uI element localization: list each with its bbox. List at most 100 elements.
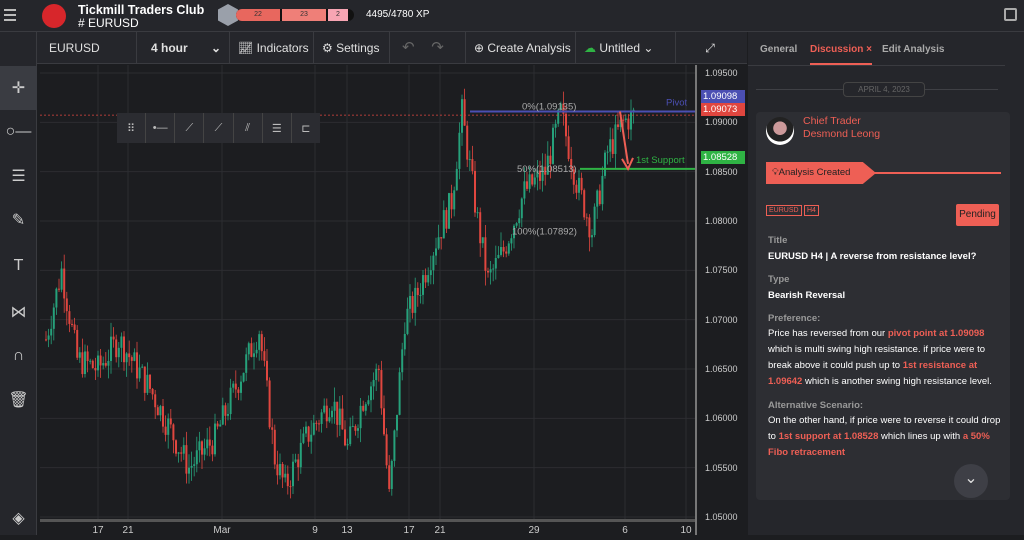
candle-body bbox=[211, 445, 214, 455]
tab-edit-analysis[interactable]: Edit Analysis bbox=[882, 44, 945, 55]
tab-general[interactable]: General bbox=[760, 44, 798, 55]
magnet-tool[interactable]: ∩ bbox=[0, 334, 37, 378]
analysis-title: EURUSD H4 | A reverse from resistance le… bbox=[768, 251, 977, 262]
drag-handle-icon[interactable]: ⠿ bbox=[117, 113, 147, 143]
horizontal-line-tool[interactable]: ○— bbox=[0, 110, 37, 154]
highlight: 1st resistance at 1.09642 bbox=[768, 360, 978, 387]
candle-body bbox=[201, 441, 203, 455]
line-segment-icon[interactable]: ⟋ bbox=[204, 113, 234, 143]
fullscreen-button[interactable]: ⤢ bbox=[676, 32, 744, 64]
horizontal-ray-icon[interactable]: •— bbox=[146, 113, 176, 143]
candle-body bbox=[424, 275, 427, 283]
candle-body bbox=[229, 387, 232, 415]
candle-body bbox=[539, 170, 541, 181]
analysis-card: Chief Trader Desmond Leong 💡︎Analysis Cr… bbox=[756, 112, 1010, 500]
candle-body bbox=[528, 174, 531, 189]
candle-body bbox=[411, 296, 414, 313]
text-tool[interactable]: T bbox=[0, 244, 37, 288]
analysis-type: Bearish Reversal bbox=[768, 290, 846, 301]
candle-body bbox=[250, 343, 253, 357]
undo-button[interactable]: ↶ bbox=[402, 39, 415, 56]
parallel-channel-icon[interactable]: ⫽ bbox=[234, 113, 263, 143]
candle-body bbox=[292, 461, 294, 487]
crosshair-tool[interactable]: ✛ bbox=[0, 66, 37, 110]
highlight: pivot point at 1.09098 bbox=[887, 328, 985, 339]
create-analysis-button[interactable]: ⊕ Create Analysis bbox=[466, 32, 576, 64]
candle-body bbox=[169, 418, 172, 425]
candle-body bbox=[258, 334, 261, 350]
author-avatar[interactable] bbox=[766, 117, 794, 145]
candle-body bbox=[151, 388, 154, 395]
lightbulb-icon: 💡︎ bbox=[772, 167, 779, 178]
candle-body bbox=[159, 406, 162, 416]
pattern-tool[interactable]: ⋈ bbox=[0, 290, 37, 334]
chart-toolbar: EURUSD 4 hour ⌄ 📈︎ Indicators ⚙ Settings … bbox=[37, 32, 747, 64]
indicators-button[interactable]: 📈︎ Indicators bbox=[230, 32, 314, 64]
tab-discussion-label: Discussion bbox=[810, 44, 864, 55]
candle-body bbox=[175, 440, 177, 454]
candle-body bbox=[370, 386, 372, 401]
analysis-panel: General Discussion × Edit Analysis APRIL… bbox=[748, 32, 1024, 535]
rank-badge-icon bbox=[218, 4, 238, 26]
candle-body bbox=[458, 132, 461, 169]
candle-body bbox=[331, 410, 333, 418]
candle-body bbox=[567, 136, 570, 159]
candle-body bbox=[76, 329, 79, 358]
candle-body bbox=[471, 159, 474, 171]
layers-tool[interactable]: ◈ bbox=[0, 496, 37, 540]
text: Price has reversed from our bbox=[768, 328, 888, 339]
candle-body bbox=[510, 238, 513, 244]
candle-body bbox=[552, 127, 554, 164]
fib-retracement-icon[interactable]: ☰ bbox=[263, 113, 292, 143]
brush-tool[interactable]: ✎ bbox=[0, 198, 37, 242]
layout-name: Untitled bbox=[599, 41, 641, 55]
fib-extension-icon[interactable]: ⊏ bbox=[301, 122, 311, 135]
candle-body bbox=[263, 351, 266, 361]
candle-body bbox=[351, 426, 354, 428]
candle-body bbox=[99, 355, 102, 366]
candle-body bbox=[227, 414, 229, 416]
price-axis[interactable]: 1.09098 1.09073 1.08528 1.09500 1.09000 1.… bbox=[695, 65, 747, 535]
interval-dropdown[interactable]: 4 hour ⌄ bbox=[137, 32, 230, 64]
layers-icon: ◈ bbox=[12, 510, 25, 527]
candle-body bbox=[341, 408, 344, 430]
candle-body bbox=[45, 339, 47, 341]
candle-body bbox=[123, 336, 125, 363]
symbol-selector[interactable]: EURUSD bbox=[37, 32, 137, 64]
candle-body bbox=[380, 370, 383, 409]
time-axis[interactable]: 17 21 Mar 9 13 17 21 29 6 10 bbox=[40, 519, 695, 536]
chevron-down-icon: ⌄ bbox=[210, 41, 221, 55]
scroll-down-button[interactable]: ⌄ bbox=[954, 464, 988, 498]
author-name[interactable]: Desmond Leong bbox=[803, 128, 881, 140]
settings-button[interactable]: ⚙ Settings bbox=[314, 32, 390, 64]
crosshair-icon: ✛ bbox=[11, 80, 26, 97]
gear-icon: ⚙ bbox=[322, 41, 337, 55]
window-icon[interactable] bbox=[1004, 8, 1017, 21]
candle-body bbox=[606, 151, 609, 153]
candle-body bbox=[487, 270, 489, 273]
candle-body bbox=[354, 426, 357, 431]
candle-body bbox=[55, 288, 58, 308]
layout-dropdown[interactable]: ☁ Untitled ⌄ bbox=[576, 32, 676, 64]
candle-body bbox=[68, 311, 71, 324]
candle-body bbox=[344, 429, 346, 446]
candle-body bbox=[284, 473, 287, 478]
redo-button[interactable]: ↷ bbox=[431, 39, 444, 56]
candle-body bbox=[245, 354, 248, 373]
candle-body bbox=[617, 124, 619, 127]
candle-body bbox=[328, 417, 331, 422]
trend-line-icon[interactable]: ⟋ bbox=[175, 113, 205, 143]
time-tick-label: 13 bbox=[341, 525, 353, 536]
candle-body bbox=[268, 380, 271, 428]
tab-discussion[interactable]: Discussion × bbox=[810, 44, 872, 65]
fib-tool[interactable]: ☰ bbox=[0, 154, 37, 198]
close-tab-icon[interactable]: × bbox=[866, 44, 872, 55]
symbol-tag: EURUSD bbox=[766, 205, 802, 216]
menu-icon[interactable] bbox=[4, 9, 16, 24]
candle-body bbox=[578, 177, 580, 193]
candle-body bbox=[81, 352, 84, 375]
candle-body bbox=[453, 190, 456, 210]
delete-tool[interactable]: 🗑︎ bbox=[0, 378, 37, 422]
candle-body bbox=[346, 444, 349, 446]
candle-body bbox=[276, 464, 279, 476]
